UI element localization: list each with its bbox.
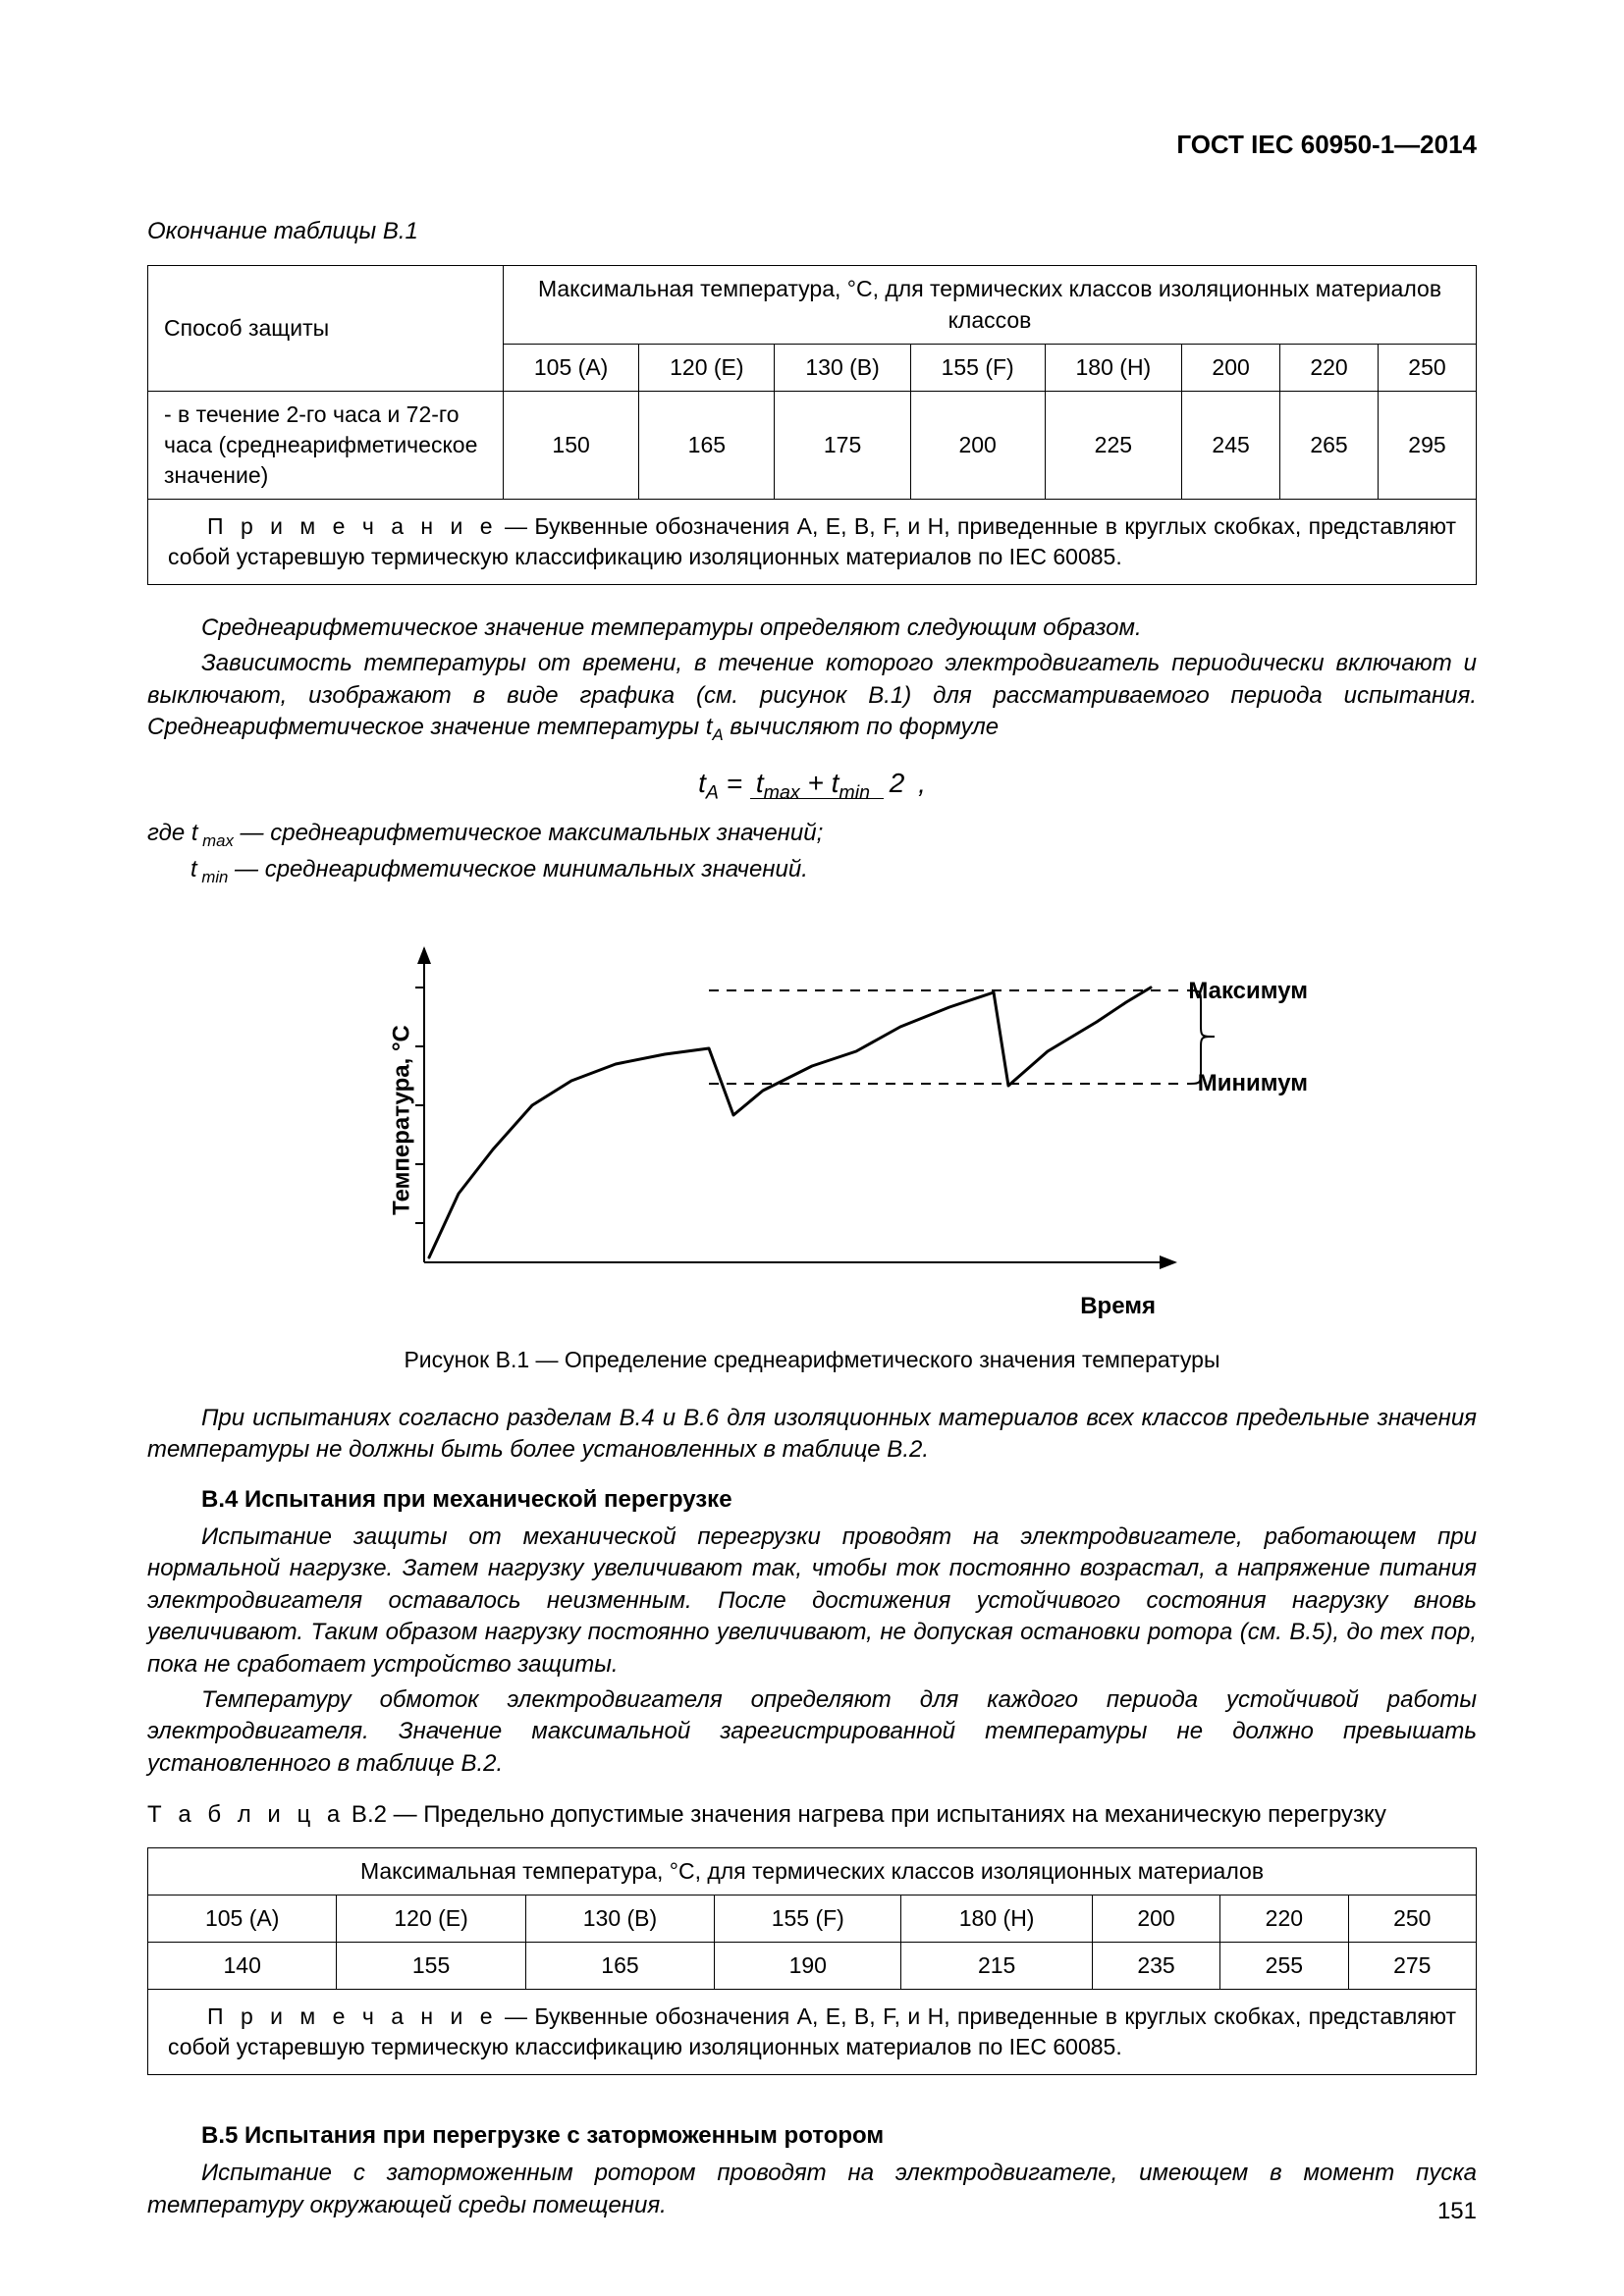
table-b2-data-row: 140 155 165 190 215 235 255 275 [148, 1942, 1477, 1989]
table-b1-class-3: 155 (F) [910, 344, 1045, 391]
chart-svg [321, 909, 1303, 1331]
table-b2-val-1: 155 [337, 1942, 525, 1989]
table-b1-class-5: 200 [1182, 344, 1280, 391]
page: ГОСТ IEC 60950-1—2014 Окончание таблицы … [0, 0, 1624, 2296]
doc-header: ГОСТ IEC 60950-1—2014 [147, 128, 1477, 162]
chart-y-axis-label: Температура, °С [387, 1025, 418, 1215]
table-b1-class-7: 250 [1378, 344, 1476, 391]
table-b2-note: П р и м е ч а н и е — Буквенные обозначе… [148, 1989, 1477, 2074]
para-avg-body-b: вычисляют по формуле [724, 714, 999, 740]
section-b5-title: В.5 Испытания при перегрузке с заторможе… [147, 2120, 1477, 2152]
table-b1-data-row: - в течение 2-го часа и 72-го часа (сред… [148, 391, 1477, 499]
table-b2-val-3: 190 [715, 1942, 901, 1989]
para-b5-1: Испытание с заторможенным ротором провод… [147, 2158, 1477, 2221]
table-b2-val-5: 235 [1092, 1942, 1219, 1989]
page-number: 151 [1437, 2196, 1477, 2227]
where-tmax: где t max — среднеарифметическое максима… [147, 818, 1477, 852]
table-b2-val-2: 165 [525, 1942, 714, 1989]
formula-fraction: tmax + tmin 2 [750, 765, 910, 806]
table-b1-val-0: 150 [504, 391, 639, 499]
table-b2-caption-tail: В.2 — Предельно допустимые значения нагр… [345, 1801, 1386, 1828]
temperature-chart: Температура, °С Максимум Минимум Время [321, 909, 1303, 1331]
table-b1-note: П р и м е ч а н и е — Буквенные обозначе… [148, 499, 1477, 584]
table-b2-val-6: 255 [1220, 1942, 1348, 1989]
table-b1-val-5: 245 [1182, 391, 1280, 499]
table-b1-val-4: 225 [1045, 391, 1182, 499]
para-b4-preface: При испытаниях согласно разделам В.4 и В… [147, 1403, 1477, 1467]
table-b1-class-1: 120 (E) [639, 344, 775, 391]
table-b2-val-0: 140 [148, 1942, 337, 1989]
table-b2-caption: Т а б л и ц а В.2 — Предельно допустимые… [147, 1799, 1477, 1831]
table-b1: Способ защиты Максимальная температура, … [147, 265, 1477, 584]
para-avg-body: Зависимость температуры от времени, в те… [147, 648, 1477, 746]
table-b2-class-1: 120 (E) [337, 1895, 525, 1942]
para-avg-intro: Среднеарифметическое значение температур… [147, 613, 1477, 644]
table-b1-val-6: 265 [1280, 391, 1379, 499]
table-b1-class-0: 105 (A) [504, 344, 639, 391]
chart-x-axis-label: Время [1080, 1291, 1156, 1322]
para-b4-1: Испытание защиты от механической перегру… [147, 1522, 1477, 1681]
table-b1-group-header: Максимальная температура, °С, для термич… [504, 266, 1477, 344]
table-b2-class-row: 105 (A) 120 (E) 130 (B) 155 (F) 180 (H) … [148, 1895, 1477, 1942]
table-b1-rowhead: Способ защиты [148, 266, 504, 391]
table-b1-rowlabel: - в течение 2-го часа и 72-го часа (сред… [148, 391, 504, 499]
table-b2-class-6: 220 [1220, 1895, 1348, 1942]
table-b2-note-label: П р и м е ч а н и е [207, 2003, 498, 2029]
table-b2-class-7: 250 [1348, 1895, 1476, 1942]
chart-min-label: Минимум [1198, 1068, 1308, 1099]
table-b1-val-1: 165 [639, 391, 775, 499]
formula: tA = tmax + tmin 2 , [147, 765, 1477, 806]
table-b1-val-3: 200 [910, 391, 1045, 499]
figure-b1-caption: Рисунок В.1 — Определение среднеарифмети… [147, 1345, 1477, 1375]
table-b1-continuation-caption: Окончание таблицы В.1 [147, 216, 1477, 247]
table-b1-val-2: 175 [775, 391, 910, 499]
table-b2-group-header: Максимальная температура, °С, для термич… [148, 1847, 1477, 1895]
table-b2-class-2: 130 (B) [525, 1895, 714, 1942]
para-b4-2: Температуру обмоток электродвигателя опр… [147, 1684, 1477, 1780]
table-b2-caption-label: Т а б л и ц а [147, 1801, 345, 1828]
table-b2-val-4: 215 [901, 1942, 1093, 1989]
table-b2-class-3: 155 (F) [715, 1895, 901, 1942]
table-b1-note-label: П р и м е ч а н и е [207, 513, 498, 539]
formula-lhs: tA [698, 768, 719, 798]
table-b2-class-5: 200 [1092, 1895, 1219, 1942]
table-b1-val-7: 295 [1378, 391, 1476, 499]
chart-max-label: Максимум [1188, 976, 1308, 1007]
table-b2-val-7: 275 [1348, 1942, 1476, 1989]
table-b2-class-4: 180 (H) [901, 1895, 1093, 1942]
table-b1-class-2: 130 (B) [775, 344, 910, 391]
para-avg-body-sub: A [713, 725, 724, 744]
section-b4-title: В.4 Испытания при механической перегрузк… [147, 1484, 1477, 1516]
where-tmin: t min — среднеарифметическое минимальных… [147, 854, 1477, 888]
table-b1-class-4: 180 (H) [1045, 344, 1182, 391]
table-b2: Максимальная температура, °С, для термич… [147, 1847, 1477, 2075]
table-b1-class-6: 220 [1280, 344, 1379, 391]
table-b2-class-0: 105 (A) [148, 1895, 337, 1942]
